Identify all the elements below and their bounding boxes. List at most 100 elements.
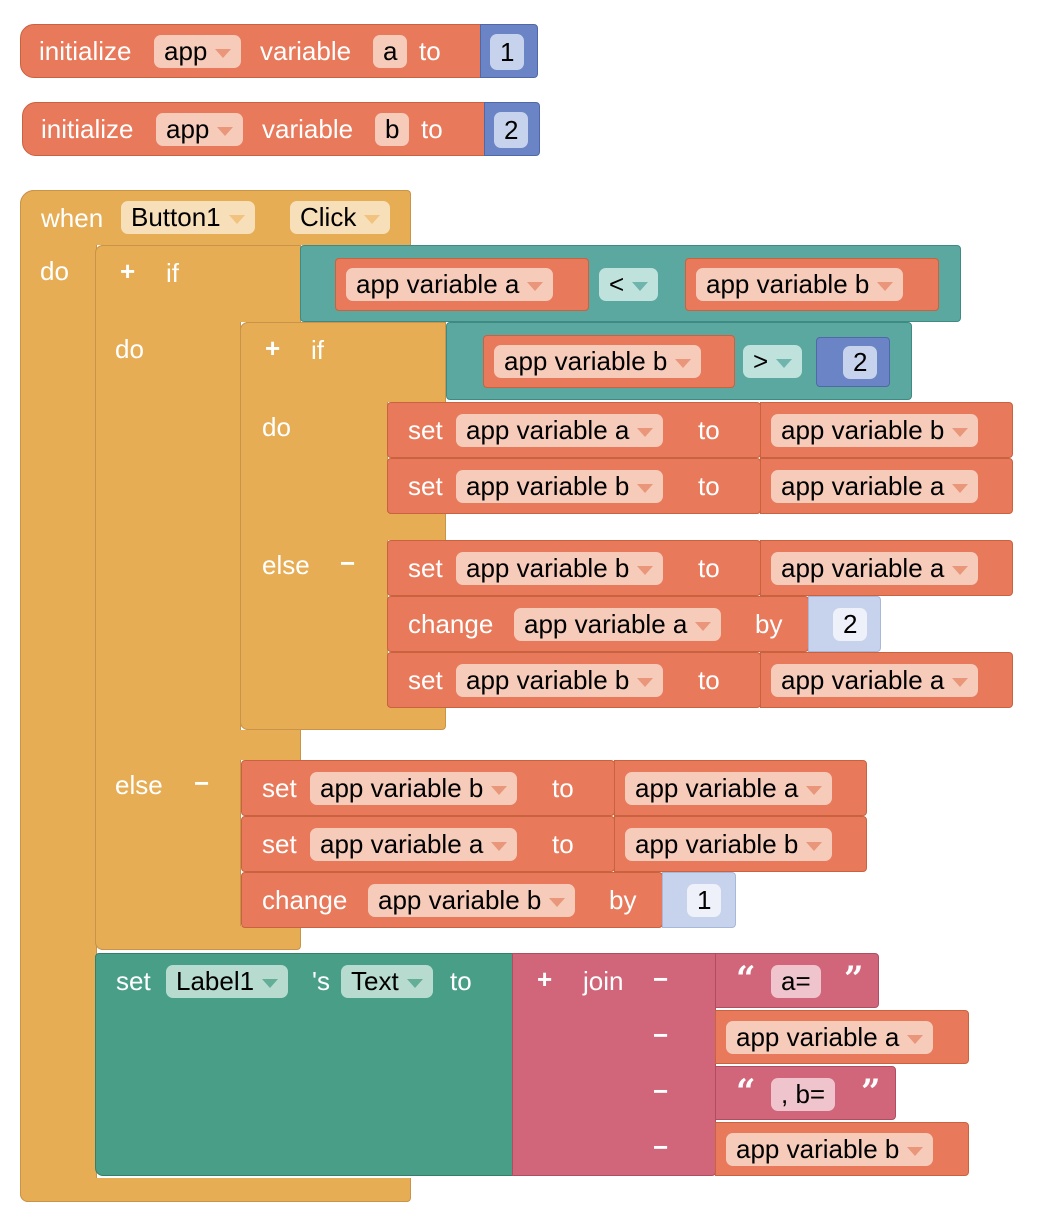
variable-dropdown[interactable]: app variable b — [771, 414, 979, 447]
compare-block-a-less-than-b[interactable]: app variable a < app variable b — [300, 245, 961, 322]
set-variable-block[interactable]: set app variable a to — [387, 402, 761, 458]
set-variable-block[interactable]: set app variable b to — [241, 760, 615, 816]
text-field[interactable]: a= — [771, 965, 821, 998]
variable-dropdown[interactable]: app variable b — [456, 552, 664, 585]
scope-value: app — [164, 36, 208, 66]
if-label: if — [311, 335, 324, 365]
mutator-plus-icon[interactable]: + — [265, 333, 281, 363]
number-field[interactable]: 2 — [494, 112, 529, 148]
variable-dropdown[interactable]: app variable a — [310, 828, 518, 861]
scope-dropdown[interactable]: app — [154, 35, 242, 68]
variable-dropdown[interactable]: app variable a — [771, 552, 979, 585]
compare-block-b-greater-than-2[interactable]: app variable b > 2 — [446, 322, 912, 400]
number-field[interactable]: 2 — [843, 346, 878, 379]
dropdown-arrow-icon — [952, 427, 969, 437]
get-variable-block[interactable]: app variable b — [760, 402, 1013, 458]
get-variable-block[interactable]: app variable a — [614, 760, 867, 816]
mutator-plus-icon[interactable]: + — [120, 256, 136, 286]
operator-dropdown[interactable]: < — [599, 268, 659, 301]
get-variable-block[interactable]: app variable b — [614, 816, 867, 872]
dropdown-arrow-icon — [228, 214, 245, 224]
number-field[interactable]: 1 — [687, 884, 722, 917]
join-block[interactable]: + join − − − − — [512, 953, 716, 1176]
outer-if-left-column[interactable] — [95, 245, 241, 950]
dropdown-arrow-icon — [637, 677, 654, 687]
variable-name-field[interactable]: b — [375, 113, 410, 146]
number-block[interactable]: 2 — [484, 102, 540, 156]
set-label: set — [262, 829, 297, 859]
text-field[interactable]: , b= — [771, 1078, 836, 1111]
set-variable-block[interactable]: set app variable b to — [387, 652, 761, 708]
variable-dropdown[interactable]: app variable a — [726, 1021, 934, 1054]
variable-dropdown[interactable]: app variable b — [494, 345, 702, 378]
get-variable-block[interactable]: app variable b — [685, 258, 939, 311]
set-variable-block[interactable]: set app variable a to — [241, 816, 615, 872]
variable-name-field[interactable]: a — [373, 35, 408, 68]
variable-dropdown[interactable]: app variable a — [771, 664, 979, 697]
variable-dropdown[interactable]: app variable b — [368, 884, 576, 917]
variable-value: app variable a — [524, 609, 688, 639]
variable-dropdown[interactable]: app variable a — [771, 470, 979, 503]
do-label: do — [262, 412, 291, 442]
mutator-plus-icon[interactable]: + — [537, 964, 553, 994]
get-variable-block[interactable]: app variable a — [760, 458, 1013, 514]
initialize-global-variable-a-block[interactable]: initialize app variable a to — [20, 24, 482, 78]
get-variable-block[interactable]: app variable b — [715, 1122, 969, 1176]
to-label: to — [552, 773, 574, 803]
operator-dropdown[interactable]: > — [743, 345, 803, 378]
dropdown-arrow-icon — [907, 1034, 924, 1044]
number-block[interactable]: 2 — [816, 337, 890, 387]
variable-value: app variable b — [378, 885, 542, 915]
event-dropdown[interactable]: Click — [290, 201, 391, 234]
dropdown-arrow-icon — [549, 897, 566, 907]
set-variable-block[interactable]: set app variable b to — [387, 540, 761, 596]
variable-dropdown[interactable]: app variable a — [456, 414, 664, 447]
property-dropdown[interactable]: Text — [341, 965, 433, 998]
number-block[interactable]: 1 — [662, 872, 736, 928]
remove-item-minus-icon[interactable]: − — [653, 1020, 669, 1050]
get-variable-block[interactable]: app variable a — [760, 540, 1013, 596]
variable-dropdown[interactable]: app variable b — [310, 772, 518, 805]
initialize-global-variable-b-block[interactable]: initialize app variable b to — [22, 102, 486, 156]
variable-label: variable — [262, 114, 354, 144]
inner-if-header[interactable]: + if — [240, 322, 446, 402]
variable-dropdown[interactable]: app variable b — [696, 268, 904, 301]
variable-dropdown[interactable]: app variable b — [456, 664, 664, 697]
get-variable-block[interactable]: app variable a — [715, 1010, 969, 1064]
set-label-text-block[interactable]: set Label1 's Text to — [95, 953, 513, 1176]
number-field[interactable]: 2 — [833, 608, 868, 641]
dropdown-arrow-icon — [491, 785, 508, 795]
variable-dropdown[interactable]: app variable a — [346, 268, 554, 301]
variable-dropdown[interactable]: app variable b — [456, 470, 664, 503]
get-variable-block[interactable]: app variable a — [760, 652, 1013, 708]
dropdown-arrow-icon — [217, 126, 234, 136]
text-string-block[interactable]: “ , b= ” — [715, 1066, 896, 1120]
remove-item-minus-icon[interactable]: − — [653, 964, 669, 994]
set-variable-block[interactable]: set app variable b to — [387, 458, 761, 514]
remove-item-minus-icon[interactable]: − — [653, 1132, 669, 1162]
number-block[interactable]: 2 — [808, 596, 881, 652]
remove-item-minus-icon[interactable]: − — [653, 1076, 669, 1106]
component-dropdown[interactable]: Label1 — [166, 965, 289, 998]
variable-dropdown[interactable]: app variable a — [514, 608, 722, 641]
text-string-block[interactable]: “ a= ” — [715, 953, 879, 1008]
outer-if-header[interactable]: + if — [95, 245, 301, 322]
remove-else-minus-icon[interactable]: − — [340, 548, 356, 578]
variable-dropdown[interactable]: app variable a — [625, 772, 833, 805]
event-block-left-bar[interactable] — [20, 190, 97, 1202]
variable-dropdown[interactable]: app variable b — [625, 828, 833, 861]
when-button1-click-block[interactable]: when Button1 Click — [20, 190, 411, 245]
component-dropdown[interactable]: Button1 — [121, 201, 255, 234]
number-field[interactable]: 1 — [490, 34, 525, 70]
variable-value: app variable a — [781, 553, 945, 583]
get-variable-block[interactable]: app variable b — [483, 335, 735, 388]
scope-dropdown[interactable]: app — [156, 113, 244, 146]
change-variable-block[interactable]: change app variable a by — [387, 596, 809, 652]
to-label: to — [698, 553, 720, 583]
remove-else-minus-icon[interactable]: − — [194, 768, 210, 798]
get-variable-block[interactable]: app variable a — [335, 258, 589, 311]
variable-dropdown[interactable]: app variable b — [726, 1133, 934, 1166]
number-block[interactable]: 1 — [480, 24, 538, 78]
scope-value: app — [166, 114, 210, 144]
change-variable-block[interactable]: change app variable b by — [241, 872, 663, 928]
